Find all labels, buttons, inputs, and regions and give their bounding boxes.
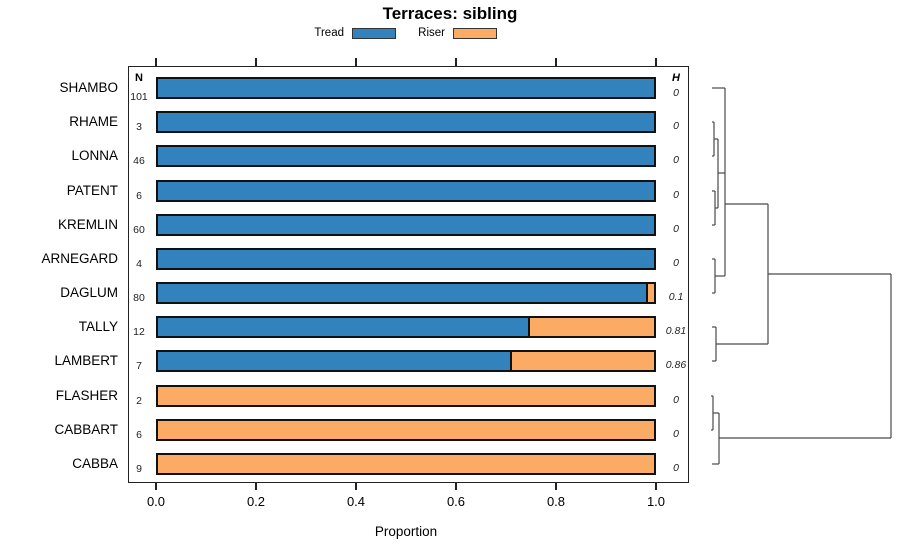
row-label: KREMLIN [57, 216, 118, 232]
bar-row-kremlin [156, 213, 656, 236]
h-value: 0.81 [665, 325, 687, 338]
n-value: 9 [136, 463, 142, 475]
x-tick-top [155, 58, 157, 66]
n-value: 2 [136, 394, 142, 407]
n-value: 4 [136, 257, 142, 270]
row-label: PATENT [66, 182, 118, 198]
x-tick [455, 483, 457, 490]
h-value: 0 [673, 87, 679, 99]
n-value: 101 [130, 91, 148, 103]
x-tick-label: 0.2 [246, 494, 266, 509]
bar-row-shambo [156, 77, 656, 99]
x-tick-top [455, 58, 457, 66]
bar-row-daglum [156, 282, 656, 305]
chart-title: Terraces: sibling [382, 4, 518, 23]
x-tick-label: 1.0 [646, 494, 666, 509]
h-column-header: H [672, 72, 680, 84]
legend-label-riser: Riser [418, 27, 445, 39]
x-tick-top [655, 58, 657, 66]
bar-segment-tread [158, 215, 654, 234]
legend-swatch-riser [453, 28, 497, 39]
x-tick-top [355, 58, 357, 66]
h-value: 0 [673, 256, 679, 269]
bar-segment-tread [158, 113, 654, 132]
bar-row-tally [156, 316, 656, 339]
bar-row-rhame [156, 111, 656, 134]
row-label: TALLY [78, 319, 118, 335]
n-value: 3 [136, 121, 142, 134]
n-value: 6 [136, 189, 142, 202]
legend-swatch-tread [352, 28, 396, 39]
row-label: LONNA [71, 148, 118, 164]
n-value: 60 [133, 223, 145, 236]
row-label: SHAMBO [59, 80, 118, 95]
h-value: 0 [673, 188, 679, 201]
x-tick-top [255, 58, 257, 66]
n-value: 12 [133, 326, 145, 339]
bar-segment-tread [158, 352, 513, 371]
x-tick [355, 483, 357, 490]
h-value: 0 [673, 393, 679, 406]
x-tick [155, 483, 157, 490]
bar-segment-tread [158, 284, 648, 303]
bar-row-patent [156, 179, 656, 202]
bar-row-flasher [156, 384, 656, 407]
x-tick-label: 0.6 [446, 494, 466, 509]
h-value: 0.1 [668, 291, 684, 304]
x-tick [255, 483, 257, 490]
bar-segment-tread [158, 318, 530, 337]
row-label: RHAME [69, 114, 118, 130]
n-value: 7 [136, 360, 142, 373]
bar-row-lambert [156, 350, 656, 373]
bar-segment-tread [158, 181, 654, 200]
x-tick [655, 483, 657, 490]
plot-area [128, 66, 689, 483]
h-value: 0.86 [665, 359, 687, 372]
row-label: CABBA [72, 456, 118, 471]
x-tick-label: 0.8 [546, 494, 566, 509]
h-value: 0 [673, 120, 679, 133]
x-tick-label: 0.0 [146, 494, 166, 509]
bar-segment-tread [158, 147, 654, 166]
h-value: 0 [673, 154, 679, 167]
x-tick [555, 483, 557, 490]
x-tick-label: 0.4 [346, 494, 366, 509]
bar-row-cabba [156, 453, 656, 475]
row-label: FLASHER [55, 387, 118, 403]
row-label: CABBART [54, 421, 118, 437]
n-value: 80 [133, 292, 145, 305]
n-value: 6 [136, 428, 142, 441]
bar-row-lonna [156, 145, 656, 168]
n-value: 46 [133, 155, 145, 168]
row-label: ARNEGARD [41, 250, 118, 266]
h-value: 0 [673, 427, 679, 440]
bar-segment-tread [158, 249, 654, 268]
h-value: 0 [673, 222, 679, 235]
x-axis-label: Proportion [374, 524, 438, 539]
legend-label-tread: Tread [314, 27, 344, 39]
bar-row-arnegard [156, 247, 656, 270]
bar-segment-tread [158, 79, 654, 97]
x-tick-top [555, 58, 557, 66]
bar-row-cabbart [156, 418, 656, 441]
h-value: 0 [673, 462, 679, 474]
row-label: LAMBERT [54, 353, 118, 369]
n-column-header: N [135, 72, 143, 84]
row-label: DAGLUM [60, 285, 118, 301]
